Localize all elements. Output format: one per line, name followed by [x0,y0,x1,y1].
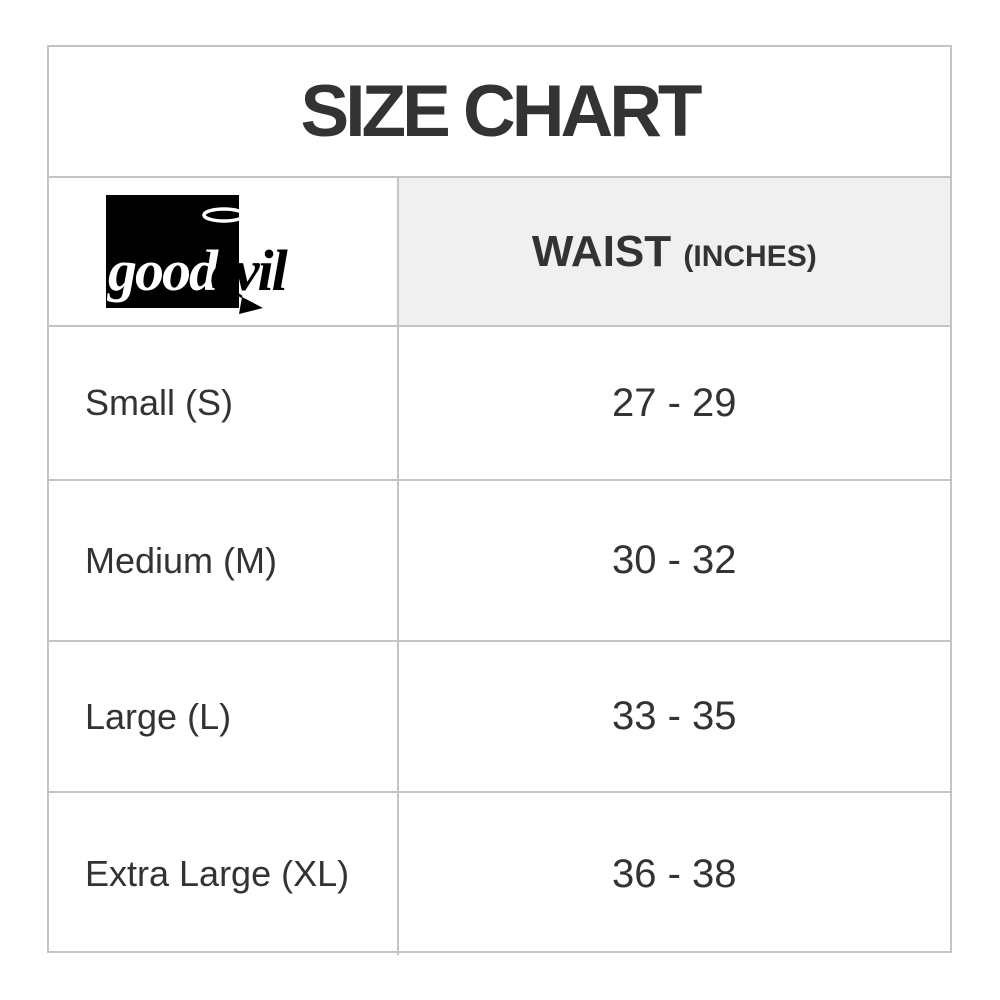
svg-text:good: good [106,238,219,303]
svg-text:evil: evil [210,238,289,303]
